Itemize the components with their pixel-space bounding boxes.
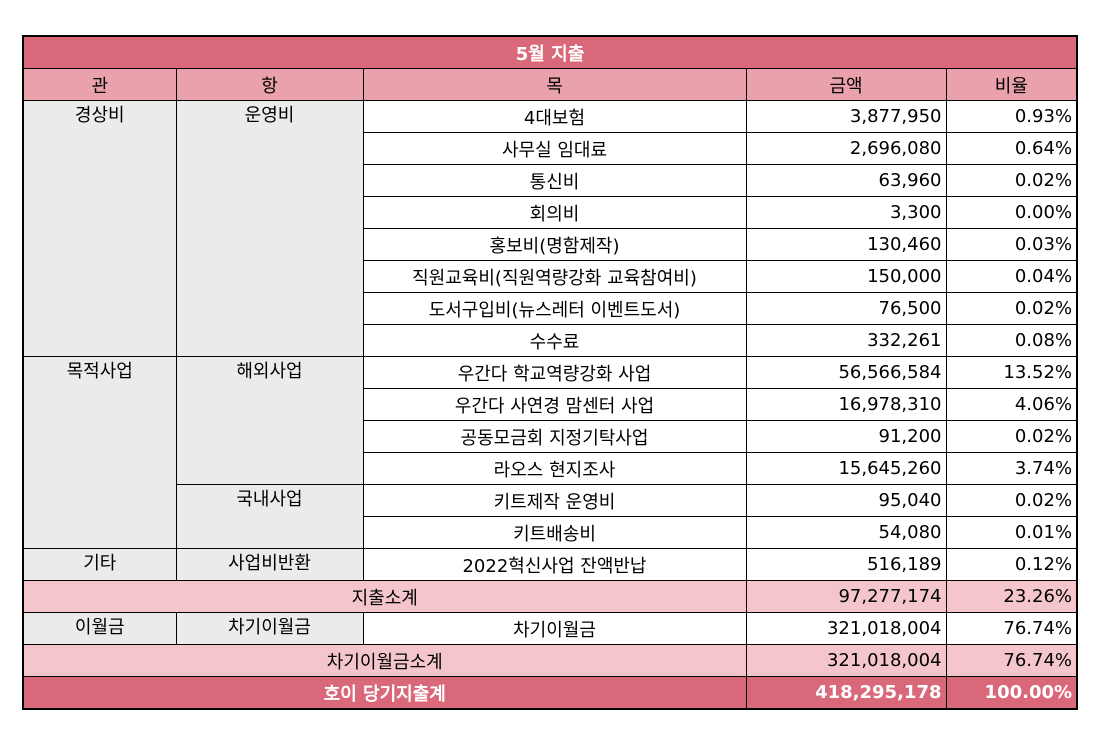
mok-cell: 2022혁신사업 잔액반납 [362,548,747,581]
mok-cell: 라오스 현지조사 [362,452,747,485]
mok-cell: 우간다 사연경 맘센터 사업 [362,388,747,421]
column-header: 금액 [745,68,947,101]
hang-cell: 해외사업 [175,356,364,485]
amount-cell: 150,000 [745,260,947,293]
mok-cell: 사무실 임대료 [362,132,747,165]
total-label: 호이 당기지출계 [22,676,747,710]
subtotal-label: 지출소계 [22,580,747,613]
amount-cell: 76,500 [745,292,947,325]
table-row: 수수료 332,261 0.08% [23,324,1078,357]
table-row: 국내사업 키트제작 운영비 95,040 0.02% [23,484,1078,549]
table-row: 호이 당기지출계 418,295,178 100.00% [22,676,1078,710]
amount-cell: 56,566,584 [745,356,947,389]
table-row: 공동모금회 지정기탁사업 91,200 0.02% [23,420,1078,453]
carryover-subtotal-ratio: 76.74% [945,644,1078,677]
mok-cell: 도서구입비(뉴스레터 이벤트도서) [362,292,747,325]
amount-cell: 63,960 [745,164,947,197]
mok-cell: 키트배송비 [362,516,747,549]
table-title: 5월 지출 [22,35,1078,69]
mok-cell: 키트제작 운영비 [362,484,747,517]
ratio-cell: 3.74% [945,452,1078,485]
amount-cell: 15,645,260 [745,452,947,485]
ratio-cell: 0.64% [945,132,1078,165]
table-row: 기타 사업비반환 2022혁신사업 잔액반납 516,189 0.12% [22,548,1078,581]
table-row: 경상비 운영비 4대보험 3,877,950 0.93% [22,100,1078,357]
ratio-cell: 0.01% [945,516,1078,549]
ratio-cell: 0.12% [945,548,1078,581]
mok-cell: 직원교육비(직원역량강화 교육참여비) [362,260,747,293]
mok-cell: 차기이월금 [362,612,747,645]
ratio-cell: 0.02% [945,484,1078,517]
table-row: 관 항 목 금액 비율 [22,68,1078,101]
gwan-cell: 기타 [22,548,177,581]
ratio-cell: 4.06% [945,388,1078,421]
table-body: 5월 지출 관 항 목 금액 비율 경상비 운영비 4대보험 3,877,950 0.93% 사무실 … [22,35,1078,710]
hang-cell: 운영비 [175,100,364,357]
ratio-cell: 76.74% [945,612,1078,645]
table-row: 차기이월금소계 321,018,004 76.74% [22,644,1078,677]
subtotal-amount: 97,277,174 [745,580,947,613]
gwan-cell: 목적사업 [22,356,177,549]
amount-cell: 332,261 [745,324,947,357]
mok-cell: 홍보비(명함제작) [362,228,747,261]
hang-cell: 국내사업 [175,484,364,549]
table-row: 이월금 차기이월금 차기이월금 321,018,004 76.74% [22,612,1078,645]
subtotal-ratio: 23.26% [945,580,1078,613]
table-row: 사무실 임대료 2,696,080 0.64% [23,132,1078,165]
gwan-cell: 이월금 [22,612,177,645]
column-header: 목 [362,68,747,101]
carryover-subtotal-amount: 321,018,004 [745,644,947,677]
amount-cell: 516,189 [745,548,947,581]
table-row: 키트배송비 54,080 0.01% [23,516,1078,549]
ratio-cell: 0.08% [945,324,1078,357]
amount-cell: 130,460 [745,228,947,261]
ratio-cell: 0.02% [945,292,1078,325]
table-row: 지출소계 97,277,174 23.26% [22,580,1078,613]
amount-cell: 54,080 [745,516,947,549]
table-row: 통신비 63,960 0.02% [23,164,1078,197]
ratio-cell: 13.52% [945,356,1078,389]
hang-cell: 사업비반환 [175,548,364,581]
ratio-cell: 0.02% [945,164,1078,197]
mok-cell: 회의비 [362,196,747,229]
table-row: 직원교육비(직원역량강화 교육참여비) 150,000 0.04% [23,260,1078,293]
table-row: 라오스 현지조사 15,645,260 3.74% [23,452,1078,485]
table-row: 홍보비(명함제작) 130,460 0.03% [23,228,1078,261]
amount-cell: 2,696,080 [745,132,947,165]
mok-cell: 통신비 [362,164,747,197]
mok-cell: 공동모금회 지정기탁사업 [362,420,747,453]
amount-cell: 321,018,004 [745,612,947,645]
mok-cell: 우간다 학교역량강화 사업 [362,356,747,389]
total-ratio: 100.00% [945,676,1078,710]
column-header: 관 [22,68,177,101]
amount-cell: 91,200 [745,420,947,453]
amount-cell: 95,040 [745,484,947,517]
amount-cell: 3,877,950 [745,100,947,133]
amount-cell: 16,978,310 [745,388,947,421]
carryover-subtotal-label: 차기이월금소계 [22,644,747,677]
table-row: 우간다 사연경 맘센터 사업 16,978,310 4.06% [23,388,1078,421]
total-amount: 418,295,178 [745,676,947,710]
ratio-cell: 0.00% [945,196,1078,229]
table-row: 목적사업 해외사업 우간다 학교역량강화 사업 56,566,584 13.52% [22,356,1078,549]
column-header: 항 [175,68,364,101]
ratio-cell: 0.04% [945,260,1078,293]
table-row: 도서구입비(뉴스레터 이벤트도서) 76,500 0.02% [23,292,1078,325]
amount-cell: 3,300 [745,196,947,229]
mok-cell: 4대보험 [362,100,747,133]
ratio-cell: 0.03% [945,228,1078,261]
table-row: 5월 지출 [22,35,1078,69]
column-header: 비율 [945,68,1078,101]
ratio-cell: 0.02% [945,420,1078,453]
ratio-cell: 0.93% [945,100,1078,133]
table-row: 회의비 3,300 0.00% [23,196,1078,229]
mok-cell: 수수료 [362,324,747,357]
hang-cell: 차기이월금 [175,612,364,645]
gwan-cell: 경상비 [22,100,177,357]
expense-table: 5월 지출 관 항 목 금액 비율 경상비 운영비 4대보험 3,877,950 0.93% 사무실 … [22,35,1079,710]
